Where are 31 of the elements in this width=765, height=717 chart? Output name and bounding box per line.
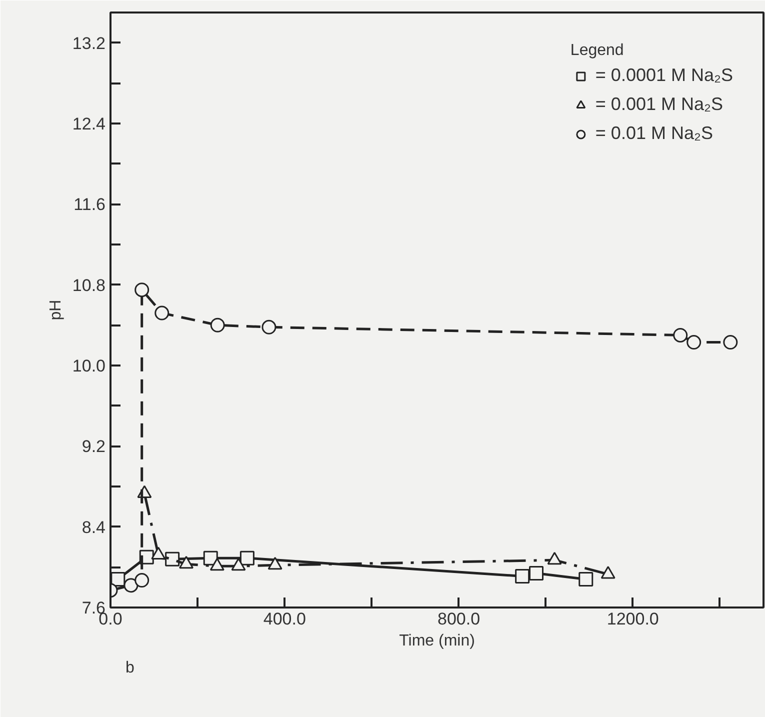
- legend-label: = 0.0001 M Na₂S: [595, 65, 733, 86]
- y-tick-label: 8.4: [82, 518, 106, 537]
- point: [262, 320, 276, 334]
- x-tick-label: 800.0: [437, 610, 480, 628]
- x-axis-title: Time (min): [399, 632, 475, 650]
- text: b: [126, 660, 134, 676]
- point: [529, 566, 544, 580]
- y-tick-label: 9.2: [82, 437, 106, 456]
- legend-title: Legend: [570, 42, 625, 60]
- point: [124, 578, 138, 593]
- y-tick-label: 12.4: [72, 114, 106, 134]
- legend-label: = 0.001 M Na₂S: [595, 94, 723, 115]
- x-tick-label: 1200.0: [606, 610, 659, 628]
- point: [240, 550, 254, 566]
- point: [686, 335, 702, 350]
- x-tick-label: 400.0: [263, 610, 306, 628]
- y-tick-label: 10.0: [72, 356, 106, 376]
- point: [210, 318, 225, 332]
- point: [723, 335, 738, 350]
- y-tick-label: 10.8: [72, 276, 106, 295]
- y-tick-label: 13.2: [72, 34, 106, 53]
- point: [165, 552, 180, 566]
- point: [134, 573, 150, 588]
- y-tick-label: 11.6: [74, 195, 106, 214]
- legend-label: = 0.01 M Na₂S: [595, 123, 713, 144]
- point: [673, 328, 688, 342]
- point: [134, 282, 150, 298]
- point: [515, 568, 530, 584]
- y-axis-title: pH: [47, 300, 64, 320]
- point: [154, 306, 170, 320]
- point: [578, 572, 594, 587]
